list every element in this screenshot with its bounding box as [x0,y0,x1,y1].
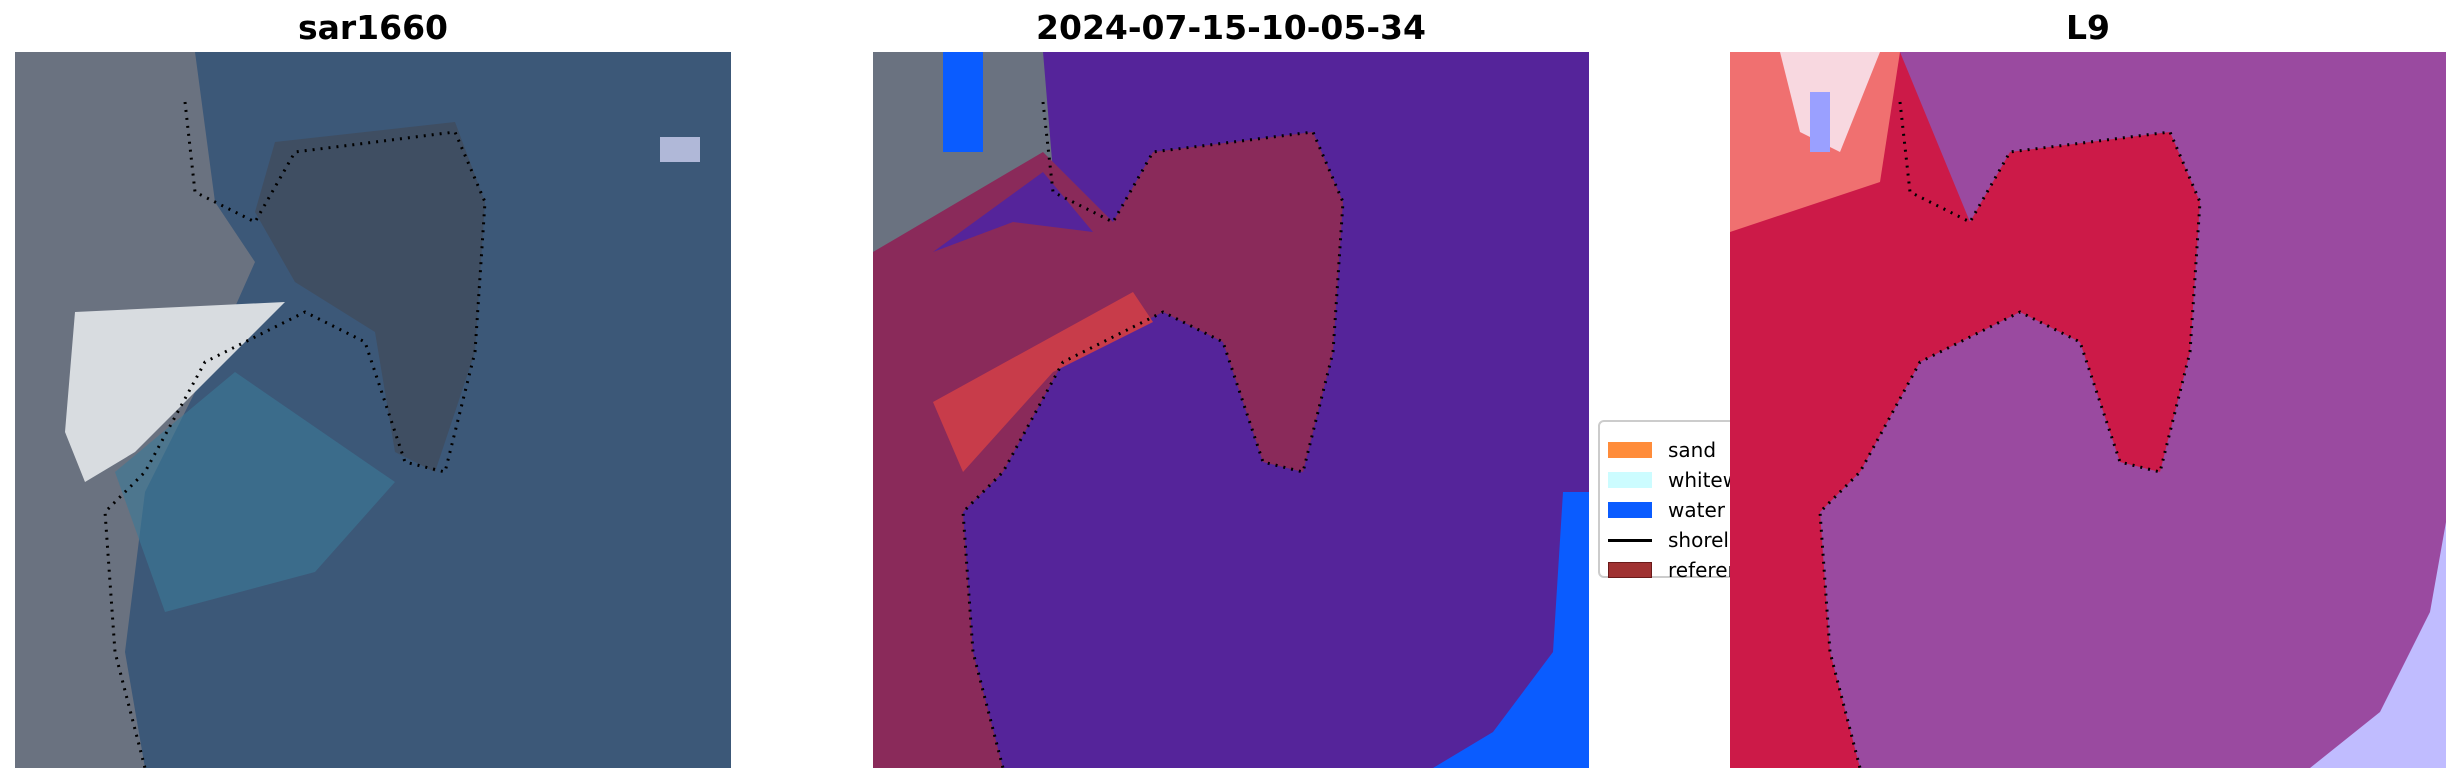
reference-swatch [1608,562,1652,578]
l9-panel [1730,52,2446,768]
legend-item-water: water [1608,498,1725,522]
panel-title-l9: L9 [2066,8,2110,47]
panel-title-date: 2024-07-15-10-05-34 [1036,8,1426,47]
panel-title-sar1660: sar1660 [297,8,449,47]
water-swatch [1608,502,1652,518]
whitewater-swatch [1608,472,1652,488]
shoreline-line-swatch [1608,538,1652,542]
legend-label: sand [1668,438,1717,462]
rgb-image-panel [15,52,731,768]
classification-panel [873,52,1589,768]
legend-item-sand: sand [1608,438,1716,462]
sand-swatch [1608,442,1652,458]
legend-label: water [1668,498,1725,522]
